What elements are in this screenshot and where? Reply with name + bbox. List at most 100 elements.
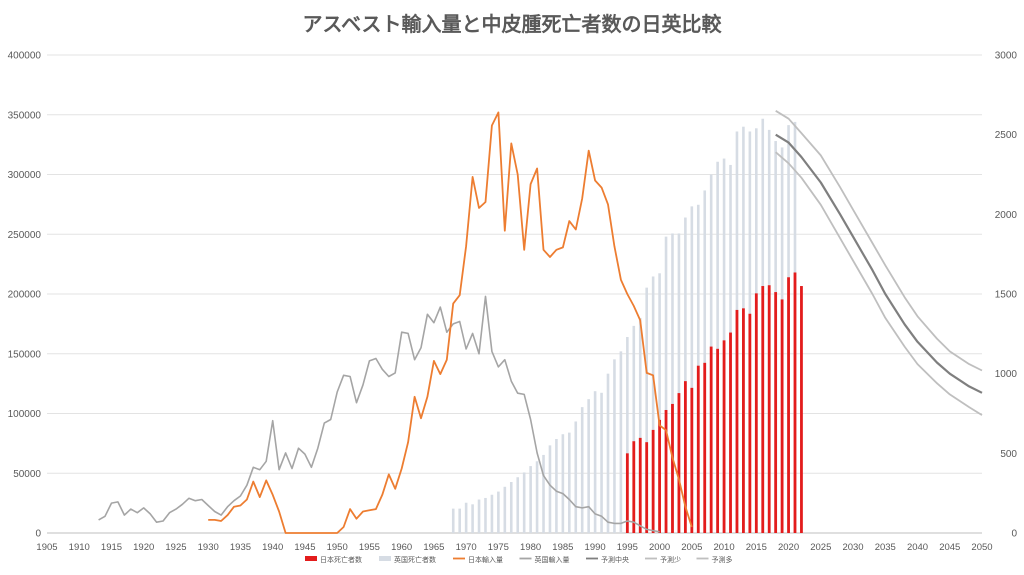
uk-deaths-bar [651,276,655,533]
legend-label: 予測少 [660,555,681,564]
uk-deaths-bar [587,399,590,533]
x-tick-label: 1970 [456,542,477,553]
x-tick-label: 2045 [939,542,960,553]
uk-deaths-bar [542,454,545,533]
uk-deaths-bar [684,217,687,533]
japan-imports-line [208,111,693,534]
uk-deaths-bar [509,482,513,533]
uk-deaths-bar [716,161,719,533]
japan-deaths-bar [664,409,668,533]
x-tick-label: 1980 [520,542,541,553]
japan-deaths-bar [729,332,732,533]
japan-deaths-bar [696,365,700,533]
japan-deaths-bar [638,437,642,533]
japan-deaths-bar [754,293,758,533]
chart-title: アスベスト輸入量と中皮腫死亡者数の日英比較 [302,12,722,36]
japan-deaths-bar [722,340,726,533]
uk-deaths-bar [600,392,603,533]
legend: 日本死亡者数 英国死亡者数 日本輸入量 英国輸入量 予測中央 予測少 予測多 [305,555,733,564]
japan-deaths-bar [800,286,803,533]
x-tick-label: 1990 [585,542,606,553]
x-tick-label: 2040 [907,542,928,553]
japan-deaths-bar [690,387,694,533]
y-tick-label: 300000 [8,170,42,181]
y2-tick-label: 1000 [995,369,1018,380]
japan-deaths-bar [625,453,629,533]
japan-deaths-bar [748,313,752,533]
x-tick-label: 1950 [327,542,348,553]
uk-deaths-bar [703,190,707,533]
uk-deaths-bar [516,477,520,533]
uk-deaths-bar [555,438,558,533]
uk-deaths-bar [645,287,648,533]
uk-deaths-bar [535,461,539,533]
uk-deaths-bar [638,317,642,533]
japan-deaths-bar [658,419,661,533]
japan-deaths-bar [793,272,797,533]
uk-deaths-bar [458,508,461,533]
uk-deaths-bar [664,236,668,533]
y2-tick-label: 1500 [995,290,1018,301]
uk-deaths-bar [484,497,487,533]
uk-deaths-bar [561,434,565,533]
uk-deaths-bar [626,337,629,533]
uk-deaths-bar [580,407,584,533]
uk-deaths-bar [529,466,532,533]
japan-deaths-bar [645,442,649,533]
uk-deaths-bar [503,486,507,533]
uk-deaths-bar [677,233,681,533]
y-tick-label: 350000 [8,110,42,121]
x-tick-label: 1925 [165,542,186,553]
japan-deaths-bar [767,285,771,533]
uk-deaths-bar [619,351,623,533]
y-tick-label: 400000 [8,51,42,62]
legend-swatch [379,556,391,561]
uk-deaths-bar [658,273,661,533]
japan-deaths-bar [787,277,790,533]
y-tick-label: 150000 [8,349,42,360]
uk-deaths-bar [606,373,610,533]
x-tick-label: 1920 [133,542,154,553]
uk-deaths-bar [690,206,694,533]
uk-deaths-bar [464,502,468,533]
x-tick-label: 1910 [69,542,90,553]
x-tick-label: 1995 [617,542,638,553]
japan-deaths-bar [761,286,765,533]
uk-deaths-bar [451,508,455,533]
x-tick-label: 1985 [552,542,573,553]
x-tick-label: 1945 [294,542,315,553]
uk-deaths-bar [574,421,578,533]
forecast-center-line [775,133,983,394]
x-tick-label: 1935 [230,542,251,553]
japan-deaths-bar [703,362,707,533]
uk-deaths-bar [497,491,500,533]
legend-label: 日本死亡者数 [320,555,362,564]
x-tick-label: 2030 [842,542,863,553]
y-tick-label: 250000 [8,230,42,241]
x-tick-label: 1905 [36,542,57,553]
japan-deaths-bar [774,292,778,533]
x-tick-label: 1940 [262,542,283,553]
japan-deaths-bar [716,348,720,533]
legend-label: 予測多 [712,555,733,564]
y-tick-label: 50000 [13,469,41,480]
y-tick-label: 0 [35,529,41,540]
y-tick-label: 100000 [8,409,42,420]
uk-imports-line [98,295,660,533]
japan-deaths-bar [709,346,713,533]
forecast-high-line [775,110,983,372]
uk-deaths-bar [548,445,552,533]
x-tick-label: 1975 [488,542,509,553]
y2-tick-label: 3000 [995,51,1018,62]
x-tick-label: 2025 [810,542,831,553]
y2-tick-label: 2500 [995,130,1018,141]
legend-swatch [305,556,317,561]
uk-deaths-bar [522,472,526,533]
legend-label: 英国輸入量 [535,555,570,564]
x-tick-label: 1930 [198,542,219,553]
legend-label: 予測中央 [601,555,629,564]
x-tick-label: 2050 [971,542,992,553]
x-tick-label: 1965 [423,542,444,553]
y2-tick-label: 2000 [995,210,1018,221]
